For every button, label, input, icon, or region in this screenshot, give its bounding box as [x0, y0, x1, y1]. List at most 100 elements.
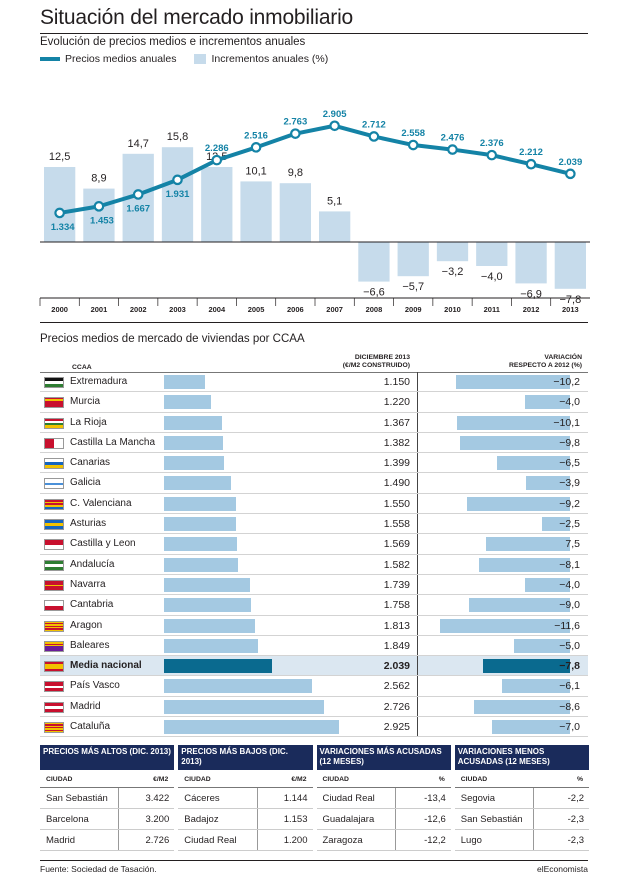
price-bar [164, 577, 250, 592]
change-value: −10,2 [553, 376, 580, 388]
city-name: Madrid [46, 834, 76, 846]
ccaa-row: Castilla y Leon 1.569 7,5 [40, 534, 588, 555]
price-value: 1.558 [383, 518, 410, 531]
column-divider [417, 676, 418, 696]
increment-bar [201, 167, 233, 242]
flag-stripe [45, 423, 63, 426]
footer-rule [40, 860, 588, 861]
region-name: Media nacional [70, 660, 142, 672]
region-name: Canarias [70, 457, 111, 469]
region-name: Castilla La Mancha [70, 436, 156, 448]
legend-line-label: Precios medios anuales [65, 53, 177, 65]
ccaa-chart: Extremadura 1.150 −10,2 Murcia 1.220 −4,0 La R… [40, 372, 588, 738]
price-point [447, 144, 458, 155]
increment-bar [279, 183, 311, 242]
city-col-header: CIUDAD [184, 776, 211, 783]
increment-bar [476, 242, 508, 266]
flag-stripe [45, 380, 63, 384]
price-label: 2.516 [244, 130, 268, 141]
legend-line-swatch [40, 57, 60, 61]
city-col-header: CIUDAD [322, 776, 349, 783]
change-bar [455, 375, 570, 389]
region-flag-icon [44, 579, 64, 591]
price-value: 2.726 [383, 700, 410, 713]
price-value: 1.550 [383, 497, 410, 510]
change-value: −7,8 [559, 660, 580, 673]
flag-stripe [45, 499, 63, 502]
flag-stripe [45, 628, 63, 630]
region-flag-icon [44, 519, 64, 531]
price-bar [164, 415, 222, 430]
change-bar [482, 659, 570, 674]
change-bar [491, 720, 570, 735]
increment-bar [358, 242, 390, 282]
price-value: 1.150 [383, 376, 410, 388]
price-bar [164, 638, 258, 653]
increment-label: −4,0 [481, 271, 503, 283]
increment-bar [240, 181, 272, 242]
column-divider [417, 534, 418, 554]
x-tick-label: 2006 [287, 305, 304, 314]
region-name: C. Valenciana [70, 497, 132, 509]
city-table-row: Madrid 2.726 [40, 830, 175, 851]
city-table-row: Lugo -2,3 [454, 830, 589, 851]
price-point [54, 207, 65, 219]
column-divider [417, 574, 418, 595]
city-value: 2.726 [118, 830, 174, 850]
city-table-row: San Sebastián -2,3 [454, 809, 589, 830]
price-value: 1.739 [383, 578, 410, 591]
region-name: Cantabria [70, 599, 114, 611]
price-value: 1.382 [383, 436, 410, 449]
price-bar [164, 557, 238, 572]
column-divider [417, 473, 418, 493]
increment-bar [161, 147, 194, 242]
x-tick-label: 2003 [169, 305, 186, 314]
region-name: Baleares [70, 639, 110, 651]
x-tick-label: 2010 [444, 305, 461, 314]
change-value: −8,1 [559, 558, 580, 571]
region-name: País Vasco [70, 680, 120, 692]
flag-stripe [45, 729, 63, 732]
ccaa-row: Madrid 2.726 −8,6 [40, 696, 588, 718]
price-value: 1.758 [383, 599, 410, 612]
x-tick-label: 2011 [484, 305, 500, 314]
city-table-row: San Sebastián 3.422 [40, 788, 175, 809]
ccaa-row: País Vasco 2.562 −6,1 [40, 676, 588, 697]
change-value: −4,0 [559, 578, 580, 591]
region-name: Andalucía [70, 558, 115, 570]
increment-bar [319, 211, 351, 242]
flag-stripe [45, 462, 63, 466]
ccaa-row: Andalucía 1.582 −8,1 [40, 554, 588, 575]
price-bar [164, 375, 206, 389]
increment-label: 14,7 [128, 138, 149, 150]
city-table-title: PRECIOS MÁS ALTOS (DIC. 2013) [40, 745, 175, 770]
city-value: -13,4 [394, 788, 451, 808]
ccaa-row: Cantabria 1.758 −9,0 [40, 595, 588, 616]
city-value: -2,3 [533, 809, 589, 829]
region-name: Extremadura [70, 376, 128, 387]
ccaa-row: Galicia 1.490 −3,9 [40, 473, 588, 494]
column-divider [417, 432, 418, 453]
city-name: Cáceres [184, 792, 220, 804]
increment-label: 9,8 [288, 167, 303, 179]
price-bar [164, 659, 273, 674]
city-table-row: Ciudad Real 1.200 [178, 830, 313, 851]
city-value: 1.153 [256, 809, 313, 829]
city-value: -2,3 [533, 830, 589, 850]
change-value: −3,9 [559, 477, 580, 490]
x-tick-label: 2001 [91, 305, 108, 314]
price-point [407, 139, 419, 151]
region-flag-icon [44, 559, 64, 571]
price-point [250, 142, 262, 153]
price-label: 2.212 [519, 147, 543, 158]
increment-bar [44, 167, 76, 242]
city-table-row: Badajoz 1.153 [178, 809, 313, 830]
increment-label: −5,7 [402, 281, 424, 293]
city-table-row: Cáceres 1.144 [178, 788, 313, 809]
city-name: Barcelona [46, 813, 89, 825]
change-bar [501, 679, 570, 694]
source-note: Fuente: Sociedad de Tasación. [40, 864, 157, 874]
region-flag-icon [44, 417, 64, 429]
ccaa-row: Asturias 1.558 −2,5 [40, 514, 588, 535]
x-tick-label: 2007 [326, 305, 343, 314]
